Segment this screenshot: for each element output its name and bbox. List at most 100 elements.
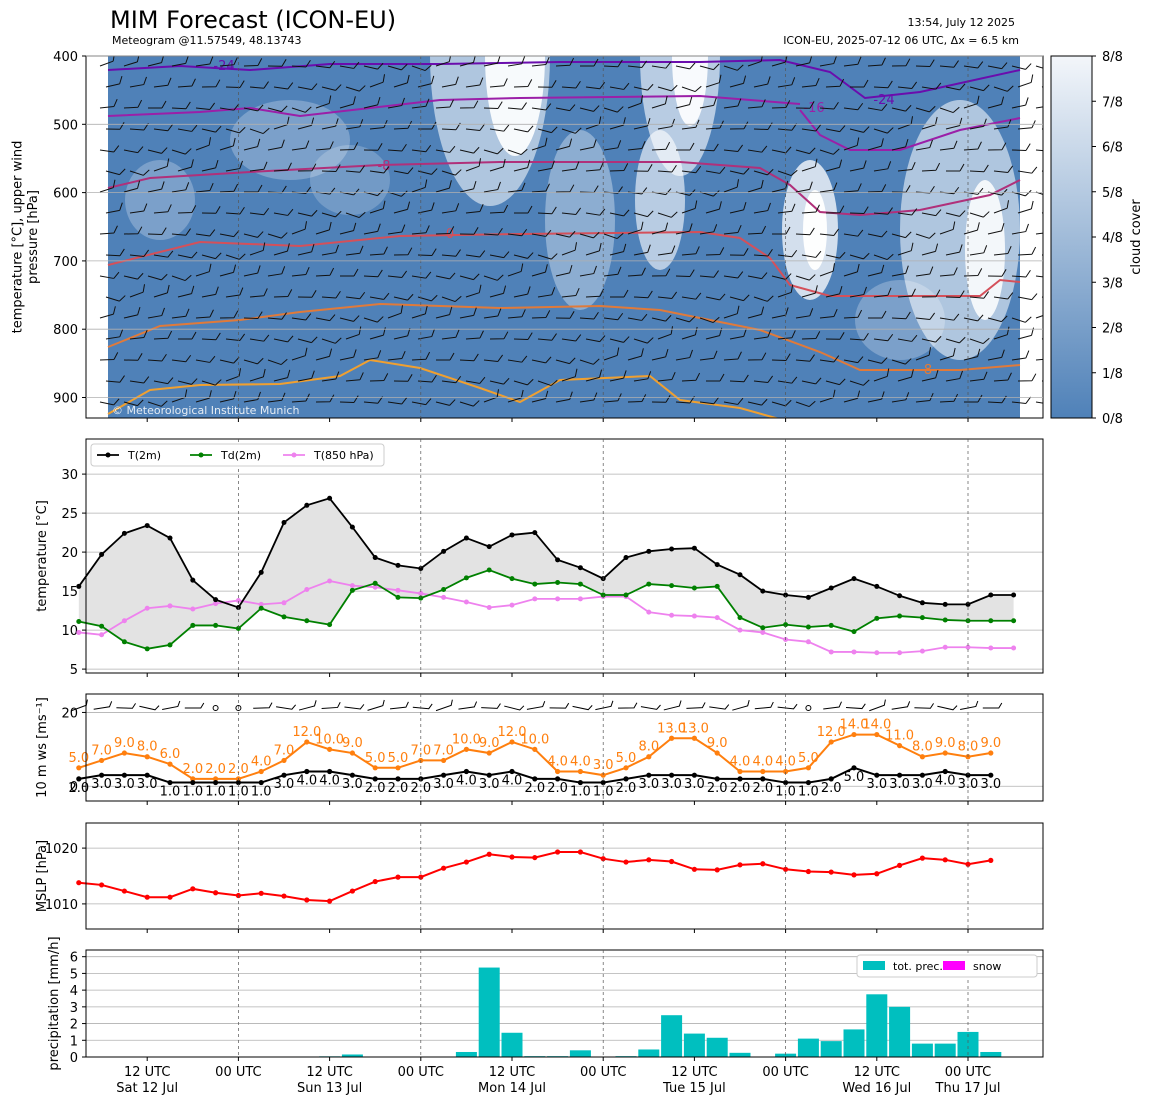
wind-barb-icon [795,181,813,193]
legend-swatch [943,961,965,970]
wind-barb-icon [267,312,287,320]
series-point-gust [327,746,333,752]
colorbar-tick-label: 3/8 [1102,276,1123,291]
wind-barb-icon [387,224,406,235]
wind-barb-icon [411,144,432,153]
wind-barb-icon [867,57,886,67]
wind-barb-icon [171,308,190,319]
data-label-mean: 4.0 [319,773,340,788]
wind-barb-icon [99,225,118,235]
wind-barb-icon [345,326,362,340]
wind-barb-icon [561,161,580,172]
series-point-mean [714,776,720,782]
wind-barb-icon [483,101,503,109]
precip-bar-tot. prec. [775,1053,797,1057]
precip-frame [85,949,1044,1058]
series-point-T(850 hPa) [1011,645,1017,651]
series-point-gust [737,768,743,775]
wind-barb-icon [441,375,462,384]
temp-y-axis-label: temperature [°C] [35,500,50,612]
series-point-mslp [167,894,173,900]
series-point-mean [623,776,629,782]
wind-barb-icon [195,263,212,277]
series-point-mean [349,772,355,778]
wind-barb-icon [465,284,482,298]
series-point-gust [646,754,652,760]
series-point-T(850 hPa) [486,604,492,610]
wind-barb-icon [819,182,838,193]
wind-barb-icon [340,268,359,277]
wind-barb-icon [921,116,938,130]
data-label-mean: 3.0 [433,777,454,792]
series-point-gust [691,735,698,741]
copyright-label: © Meteorological Institute Munich [112,404,299,417]
colorbar-tick-label: 5/8 [1102,186,1123,201]
series-point-T(850 hPa) [395,587,401,593]
wind-barb-icon [291,266,310,277]
series-point-T(2m) [304,502,310,508]
wind-barb-icon [177,159,194,172]
wind-barb-icon [819,355,840,363]
series-point-mslp [919,855,926,861]
wind-barb-icon [1017,293,1038,301]
wind-barb-icon [699,63,720,71]
series-point-mean [737,776,743,782]
wind-barb-icon [153,77,172,88]
wind-barb-icon [964,394,983,403]
wind-barb-icon [393,74,410,88]
series-point-mean [965,772,971,778]
wind-barb-icon [195,229,216,237]
wind-barb-icon [483,227,503,236]
wind-barb-icon [915,232,936,239]
series-point-T(850 hPa) [418,590,424,596]
wind-barb-icon [555,138,573,151]
wind-barb-icon [489,124,510,132]
series-point-Td(2m) [235,626,241,632]
wind-barb-icon [969,291,989,299]
data-label-mean: 3.0 [912,777,933,792]
wind-barb-icon [147,181,165,193]
wind-barb-icon [123,146,144,154]
wind-barb-icon [129,284,146,298]
series-point-Td(2m) [304,618,310,624]
plot-margin-left [86,56,108,418]
wind-barb-icon [387,270,408,278]
wind-barb-icon [489,285,507,298]
wind-barb-icon [435,306,453,319]
series-point-T(850 hPa) [760,629,766,635]
wind-barb-icon [993,165,1014,173]
wind-barb-icon [435,99,454,109]
wind-barb-icon [609,117,626,130]
wind-barb-icon [507,228,528,237]
wind-barb-icon [845,703,866,710]
wind-barb-icon [579,231,600,239]
wind-barb-icon [489,251,510,259]
wind-barb-icon [819,148,840,155]
series-point-T(850 hPa) [99,632,105,638]
series-point-mslp [760,861,766,867]
wind-barb-icon [777,77,796,88]
wind-barb-icon [129,249,150,257]
series-point-T(2m) [805,594,811,600]
wind-barb-icon [801,124,822,132]
wind-barb-icon [729,374,749,383]
wind-barb-icon [105,248,125,257]
wind-barb-icon [363,96,381,109]
calm-wind-icon [235,705,242,711]
data-label-gust: 9.0 [479,736,500,751]
wind-barb-icon [651,61,672,69]
wind-barb-icon [585,81,606,90]
wind-barb-icon [459,146,480,154]
wind-barb-icon [795,147,816,155]
wind-barb-icon [873,333,894,342]
wind-barb-icon [315,141,334,151]
wind-barb-icon [843,229,864,237]
series-point-Td(2m) [463,575,469,581]
series-point-T(2m) [965,601,971,607]
precip-y-tick-label: 5 [70,967,78,982]
data-label-mean: 2.0 [616,781,637,796]
x-tick-label: 12 UTC [306,1065,352,1080]
precip-bar-tot. prec. [889,1006,911,1057]
series-point-Td(2m) [121,639,127,645]
wind-barb-icon [393,247,413,256]
